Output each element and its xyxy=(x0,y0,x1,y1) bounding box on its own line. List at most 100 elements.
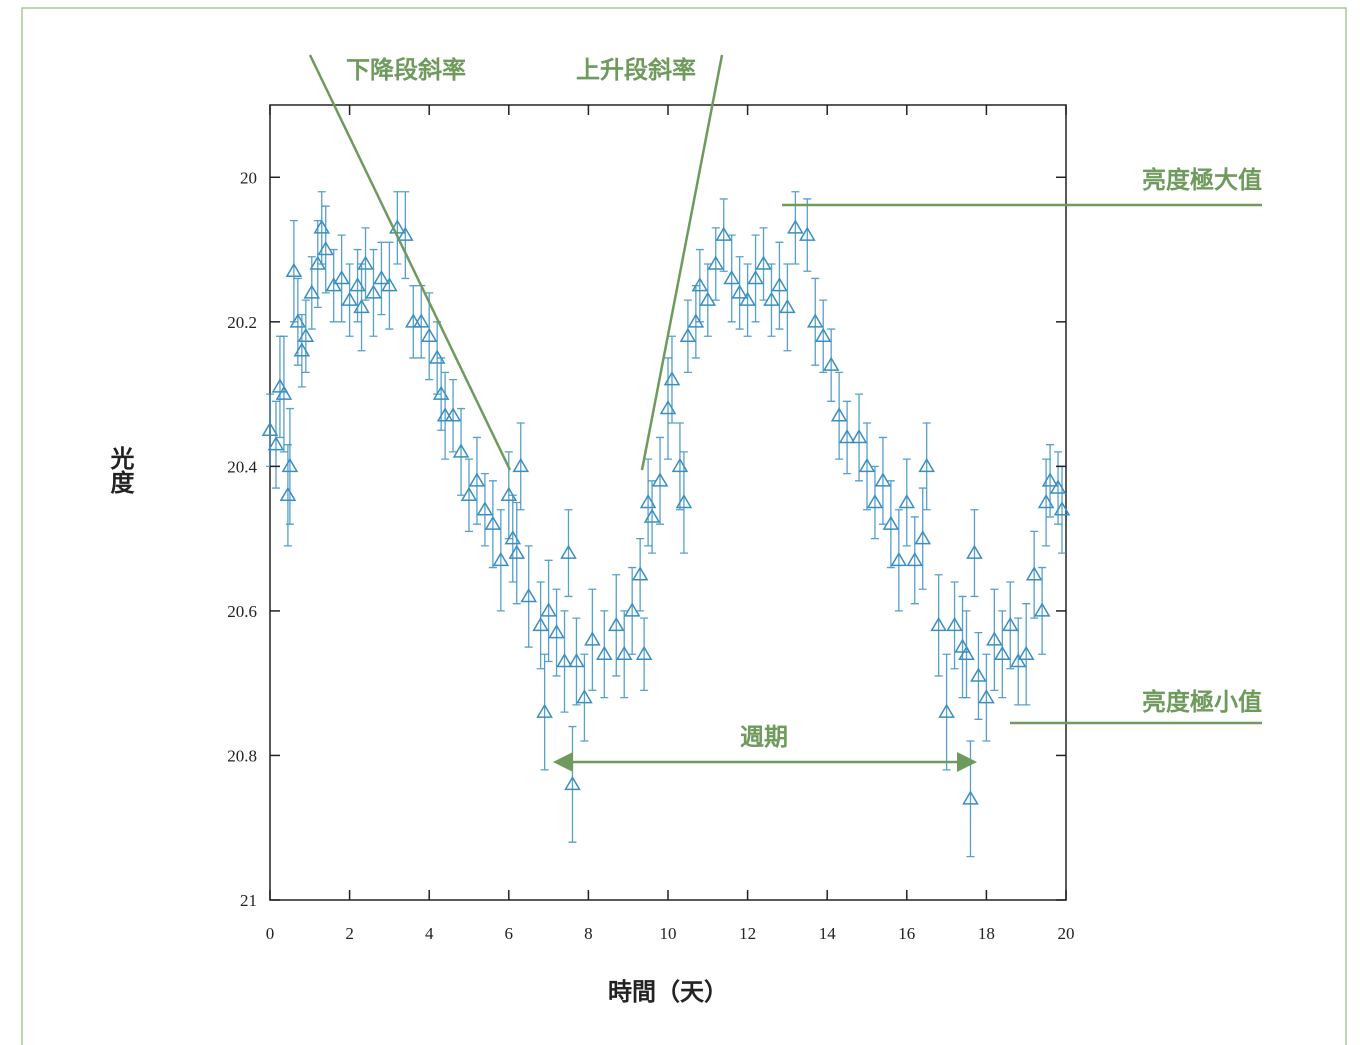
y-tick-label: 20.6 xyxy=(227,602,257,621)
arrow-head xyxy=(553,752,573,772)
x-tick-label: 14 xyxy=(819,924,837,943)
error-bar xyxy=(648,480,657,554)
point xyxy=(476,501,494,516)
point xyxy=(404,313,422,328)
error-bar xyxy=(675,422,684,511)
point xyxy=(484,515,502,530)
point xyxy=(978,689,995,704)
point xyxy=(357,255,374,270)
error-bar xyxy=(357,263,366,352)
point xyxy=(520,587,538,603)
error-bar xyxy=(942,653,951,771)
point xyxy=(747,269,764,285)
error-bar xyxy=(317,191,326,265)
error-bar xyxy=(711,227,720,301)
error-bar xyxy=(855,393,864,482)
point xyxy=(540,602,557,617)
error-bar xyxy=(902,458,911,547)
error-bar xyxy=(819,299,828,374)
point xyxy=(651,472,669,487)
error-bar xyxy=(401,191,410,280)
point xyxy=(930,616,947,632)
error-bar xyxy=(1038,566,1047,655)
point xyxy=(436,407,454,422)
error-bar xyxy=(480,472,489,547)
point xyxy=(966,544,983,559)
point xyxy=(691,277,709,292)
point xyxy=(412,313,430,328)
error-bar xyxy=(266,393,274,468)
point xyxy=(838,428,856,444)
error-bar xyxy=(863,422,871,511)
point xyxy=(556,653,573,668)
error-bar xyxy=(767,263,776,337)
error-bar xyxy=(560,610,569,713)
x-tick-label: 6 xyxy=(505,924,514,943)
point xyxy=(850,428,868,444)
point xyxy=(373,269,390,285)
rising-slope-line xyxy=(640,54,724,471)
x-axis-label: 時間（天） xyxy=(608,978,728,1006)
point xyxy=(858,457,876,473)
x-tick-label: 8 xyxy=(584,924,593,943)
error-bar xyxy=(572,617,581,706)
point xyxy=(325,277,342,292)
point xyxy=(830,407,848,422)
error-bar xyxy=(279,335,288,453)
error-bar xyxy=(982,653,991,742)
error-bar xyxy=(894,509,903,612)
point xyxy=(763,291,780,306)
error-bar xyxy=(488,480,497,569)
annotation: 亮度極小值 xyxy=(1142,688,1262,716)
point xyxy=(798,226,816,241)
point xyxy=(715,226,733,241)
error-bar xyxy=(437,357,446,431)
y-axis-label: 光度 xyxy=(106,446,135,495)
point xyxy=(1025,566,1043,581)
error-bar xyxy=(377,241,386,316)
point xyxy=(938,703,955,718)
error-bar xyxy=(1054,451,1063,525)
point xyxy=(874,472,892,487)
error-bar xyxy=(275,335,284,439)
point xyxy=(420,327,438,343)
point xyxy=(918,457,936,473)
error-bar xyxy=(516,422,525,511)
error-bar xyxy=(271,400,280,489)
error-bar xyxy=(759,227,768,301)
point xyxy=(381,277,398,292)
point xyxy=(822,356,840,371)
error-bar xyxy=(552,588,561,677)
error-bar xyxy=(417,285,426,359)
point xyxy=(1053,501,1071,516)
error-bar xyxy=(950,581,959,670)
error-bar xyxy=(345,263,354,337)
x-tick-label: 12 xyxy=(739,924,756,943)
y-tick-label: 21 xyxy=(240,891,257,910)
point xyxy=(500,486,518,502)
error-bar xyxy=(656,436,665,525)
error-bar xyxy=(958,595,967,699)
point xyxy=(635,645,653,661)
point xyxy=(548,624,565,639)
point xyxy=(568,653,585,668)
annotation: 週期 xyxy=(740,723,788,751)
error-bar xyxy=(664,357,672,460)
error-bar xyxy=(285,407,294,525)
error-bar xyxy=(970,509,979,598)
error-bar xyxy=(369,248,378,337)
x-tick-label: 2 xyxy=(345,924,354,943)
error-bar xyxy=(588,588,597,692)
point xyxy=(755,255,772,270)
point xyxy=(643,508,661,523)
point xyxy=(882,515,900,530)
point xyxy=(631,566,649,581)
error-bar xyxy=(1030,530,1039,619)
point xyxy=(452,443,470,458)
point xyxy=(281,457,299,473)
error-bar xyxy=(803,198,812,272)
x-tick-label: 4 xyxy=(425,924,434,943)
point xyxy=(444,407,462,422)
point xyxy=(1017,645,1035,661)
error-bar xyxy=(1014,617,1023,706)
